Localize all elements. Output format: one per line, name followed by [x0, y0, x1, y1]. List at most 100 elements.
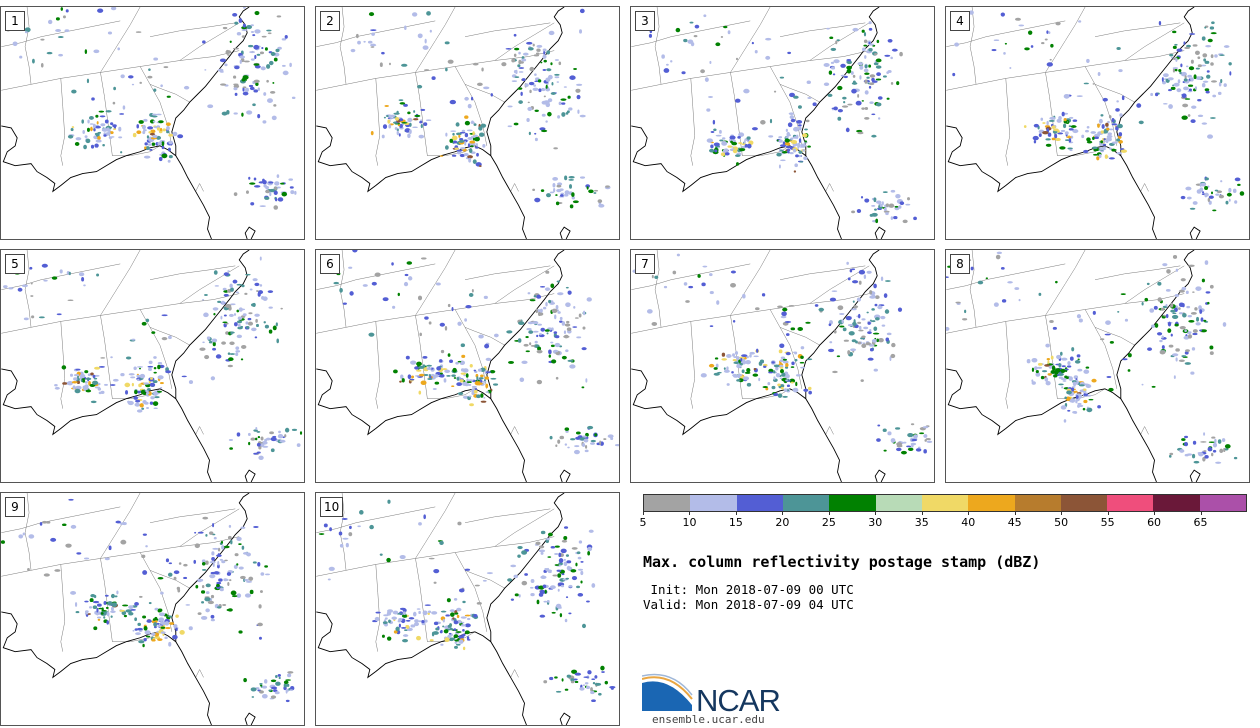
state-border — [690, 78, 696, 166]
reflectivity-echo — [1190, 77, 1194, 82]
reflectivity-echo — [792, 387, 799, 393]
reflectivity-echo — [456, 149, 463, 152]
reflectivity-echo — [1218, 81, 1222, 87]
reflectivity-echo — [93, 377, 98, 380]
reflectivity-echo — [451, 374, 456, 377]
reflectivity-echo — [1083, 388, 1087, 391]
state-border — [60, 321, 66, 409]
reflectivity-echo — [462, 646, 466, 651]
reflectivity-echo — [133, 366, 137, 371]
reflectivity-echo — [789, 378, 796, 384]
reflectivity-echo — [539, 127, 546, 131]
reflectivity-echo — [538, 545, 545, 549]
reflectivity-echo — [709, 325, 714, 328]
reflectivity-echo — [245, 273, 251, 276]
reflectivity-echo — [484, 370, 488, 375]
reflectivity-echo — [362, 284, 368, 287]
reflectivity-echo — [745, 359, 751, 365]
reflectivity-echo — [719, 139, 724, 142]
reflectivity-echo — [83, 144, 87, 150]
reflectivity-echo — [851, 88, 857, 94]
reflectivity-echo — [869, 101, 874, 104]
reflectivity-echo — [785, 363, 789, 367]
colorbar-tick-label: 5 — [639, 516, 647, 529]
reflectivity-echo — [156, 622, 160, 625]
reflectivity-echo — [715, 134, 722, 137]
reflectivity-echo — [1167, 77, 1174, 81]
reflectivity-echo — [548, 30, 555, 36]
reflectivity-echo — [521, 78, 526, 82]
reflectivity-echo — [148, 131, 152, 134]
state-border — [454, 552, 488, 632]
reflectivity-echo — [145, 635, 151, 638]
reflectivity-echo — [756, 348, 759, 353]
reflectivity-echo — [1171, 314, 1179, 320]
reflectivity-echo — [285, 688, 288, 694]
reflectivity-echo — [837, 305, 844, 311]
reflectivity-echo — [793, 170, 797, 173]
reflectivity-echo — [1239, 191, 1245, 196]
reflectivity-echo — [1061, 365, 1066, 368]
reflectivity-echo — [22, 532, 25, 536]
reflectivity-echo — [806, 80, 811, 85]
reflectivity-echo — [1172, 67, 1179, 69]
reflectivity-echo — [134, 389, 138, 395]
reflectivity-echo — [134, 628, 138, 631]
colorbar-segment — [1199, 495, 1247, 511]
reflectivity-echo — [262, 685, 268, 689]
reflectivity-echo — [891, 48, 898, 52]
reflectivity-echo — [646, 309, 653, 314]
reflectivity-echo — [828, 70, 833, 75]
reflectivity-echo — [273, 689, 278, 693]
reflectivity-echo — [240, 526, 246, 529]
coastline — [316, 493, 571, 725]
reflectivity-echo — [454, 612, 459, 615]
reflectivity-echo — [1064, 139, 1070, 142]
reflectivity-echo — [459, 137, 464, 141]
reflectivity-echo — [401, 626, 407, 629]
reflectivity-echo — [1218, 194, 1225, 199]
reflectivity-echo — [564, 190, 570, 195]
reflectivity-echo — [578, 313, 582, 318]
reflectivity-echo — [333, 281, 340, 285]
reflectivity-echo — [342, 302, 347, 305]
reflectivity-echo — [1207, 134, 1214, 139]
reflectivity-echo — [229, 40, 232, 43]
reflectivity-echo — [289, 62, 292, 68]
reflectivity-echo — [964, 309, 967, 314]
reflectivity-echo — [1046, 30, 1049, 34]
reflectivity-echo — [253, 429, 258, 432]
reflectivity-echo — [1102, 146, 1107, 148]
reflectivity-echo — [217, 561, 220, 566]
reflectivity-echo — [138, 120, 144, 124]
reflectivity-echo — [12, 41, 18, 47]
reflectivity-echo — [604, 680, 608, 685]
reflectivity-echo — [92, 380, 99, 386]
state-border — [946, 293, 1185, 334]
reflectivity-echo — [1178, 312, 1184, 315]
reflectivity-echo — [271, 115, 277, 121]
reflectivity-echo — [94, 386, 101, 389]
reflectivity-echo — [588, 189, 594, 194]
reflectivity-echo — [835, 40, 838, 45]
reflectivity-echo — [481, 67, 484, 72]
reflectivity-echo — [249, 86, 255, 91]
reflectivity-echo — [1024, 47, 1030, 51]
reflectivity-echo — [588, 529, 594, 533]
reflectivity-echo — [453, 620, 459, 625]
state-border — [779, 84, 820, 103]
reflectivity-echo — [537, 346, 542, 351]
reflectivity-echo — [144, 146, 147, 150]
reflectivity-echo — [261, 35, 267, 38]
reflectivity-echo — [21, 284, 28, 288]
reflectivity-echo — [557, 439, 561, 444]
reflectivity-echo — [201, 585, 205, 589]
reflectivity-echo — [514, 76, 520, 78]
reflectivity-echo — [262, 180, 267, 185]
reflectivity-echo — [424, 69, 430, 72]
reflectivity-echo — [557, 311, 561, 314]
reflectivity-echo — [726, 366, 729, 371]
reflectivity-echo — [1184, 351, 1189, 355]
reflectivity-echo — [459, 131, 466, 134]
reflectivity-echo — [391, 616, 398, 620]
